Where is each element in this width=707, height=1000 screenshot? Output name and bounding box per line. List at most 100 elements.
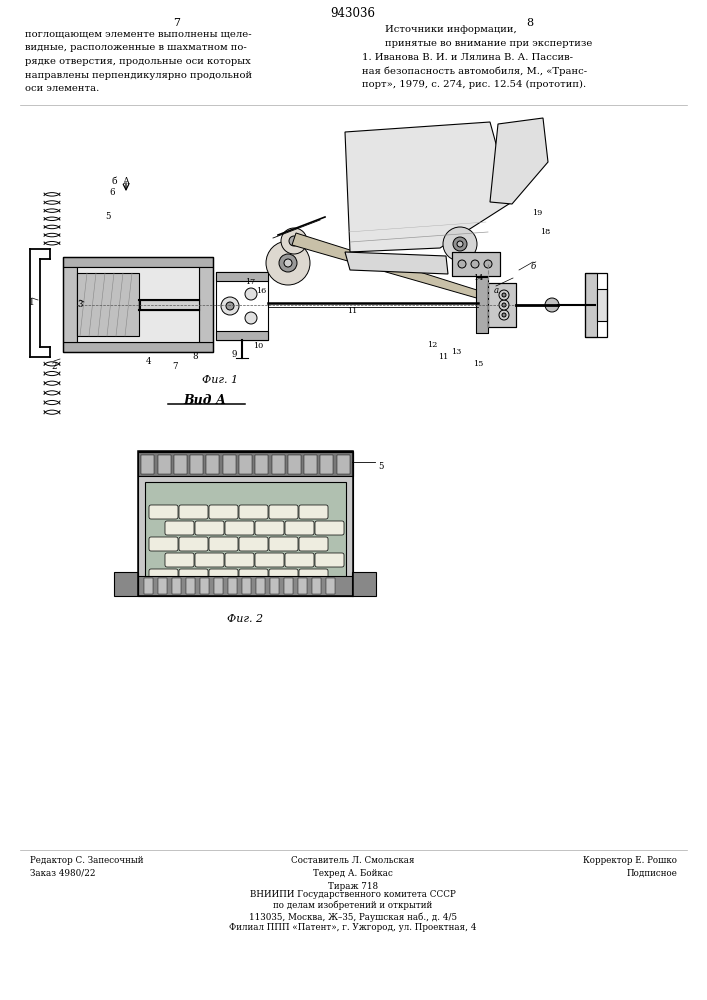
Circle shape [443, 227, 477, 261]
Circle shape [502, 293, 506, 297]
Polygon shape [292, 233, 480, 299]
Circle shape [499, 290, 509, 300]
Text: Составитель Л. Смольская: Составитель Л. Смольская [291, 856, 415, 865]
FancyBboxPatch shape [299, 505, 328, 519]
Text: 2: 2 [51, 362, 57, 371]
FancyBboxPatch shape [285, 553, 314, 567]
FancyBboxPatch shape [209, 569, 238, 583]
Circle shape [453, 237, 467, 251]
Text: 1: 1 [29, 298, 35, 307]
Text: А: А [122, 177, 129, 186]
Bar [63, 342, 213, 352]
Bar [77, 273, 139, 336]
Text: 9: 9 [231, 350, 237, 359]
Bar [158, 455, 170, 474]
Text: Корректор Е. Рошко: Корректор Е. Рошко [583, 856, 677, 865]
FancyBboxPatch shape [179, 505, 208, 519]
Bar [271, 455, 285, 474]
Bar [242, 578, 251, 594]
Text: 17: 17 [245, 278, 255, 286]
Bar [141, 455, 154, 474]
Bar [138, 576, 353, 596]
Bar [174, 455, 187, 474]
FancyBboxPatch shape [195, 521, 224, 535]
FancyBboxPatch shape [239, 569, 268, 583]
Circle shape [457, 241, 463, 247]
Polygon shape [345, 252, 448, 274]
Text: 113035, Москва, Ж–35, Раушская наб., д. 4/5: 113035, Москва, Ж–35, Раушская наб., д. … [249, 912, 457, 922]
Text: Фиг. 1: Фиг. 1 [202, 375, 238, 385]
Bar [488, 283, 516, 327]
Text: 8: 8 [192, 352, 198, 361]
Bar [270, 578, 279, 594]
Bar [312, 578, 321, 594]
Circle shape [281, 228, 307, 254]
Bar [216, 331, 268, 340]
FancyBboxPatch shape [179, 537, 208, 551]
FancyBboxPatch shape [315, 521, 344, 535]
Bar [452, 252, 500, 276]
FancyBboxPatch shape [255, 553, 284, 567]
Bar [223, 455, 235, 474]
FancyBboxPatch shape [165, 521, 194, 535]
Bar [255, 455, 268, 474]
Text: по делам изобретений и открытий: по делам изобретений и открытий [274, 901, 433, 910]
Bar [158, 578, 167, 594]
Text: Редактор С. Запесочный: Редактор С. Запесочный [30, 856, 144, 865]
Text: 943036: 943036 [330, 7, 375, 20]
Circle shape [284, 259, 292, 267]
Text: 12: 12 [427, 341, 437, 349]
Text: 10: 10 [253, 342, 263, 350]
Bar [476, 277, 488, 333]
Bar [200, 578, 209, 594]
Bar [320, 455, 334, 474]
Bar [63, 257, 213, 352]
FancyBboxPatch shape [209, 505, 238, 519]
Text: 15: 15 [473, 360, 483, 368]
Circle shape [471, 260, 479, 268]
Bar [585, 273, 597, 337]
Bar [138, 452, 353, 476]
FancyBboxPatch shape [285, 521, 314, 535]
Circle shape [289, 236, 299, 246]
Bar [214, 578, 223, 594]
Circle shape [484, 260, 492, 268]
Text: видные, расположенные в шахматном по-: видные, расположенные в шахматном по- [25, 43, 247, 52]
Bar [140, 300, 199, 310]
Bar [452, 252, 500, 276]
Text: Филиал ППП «Патент», г. Ужгород, ул. Проектная, 4: Филиал ППП «Патент», г. Ужгород, ул. Про… [229, 923, 477, 932]
Text: поглощающем элементе выполнены щеле-: поглощающем элементе выполнены щеле- [25, 30, 252, 39]
Text: рядке отверстия, продольные оси которых: рядке отверстия, продольные оси которых [25, 57, 251, 66]
FancyBboxPatch shape [195, 553, 224, 567]
Bar [352, 572, 376, 596]
Circle shape [499, 310, 509, 320]
Circle shape [502, 303, 506, 307]
Bar [337, 455, 350, 474]
Text: 13: 13 [451, 348, 461, 356]
Text: 5: 5 [378, 462, 383, 471]
FancyBboxPatch shape [239, 537, 268, 551]
Text: 6: 6 [110, 188, 115, 197]
Bar [63, 267, 77, 342]
Text: 19: 19 [532, 209, 542, 217]
Circle shape [245, 288, 257, 300]
FancyBboxPatch shape [149, 569, 178, 583]
Bar [488, 283, 516, 327]
Bar [597, 289, 607, 321]
FancyBboxPatch shape [149, 537, 178, 551]
Text: 7: 7 [173, 18, 180, 28]
Text: 14: 14 [473, 274, 483, 282]
FancyBboxPatch shape [149, 505, 178, 519]
Bar [186, 578, 195, 594]
Circle shape [502, 313, 506, 317]
Bar [228, 578, 237, 594]
Circle shape [458, 260, 466, 268]
Text: Вид А: Вид А [184, 394, 226, 407]
FancyBboxPatch shape [315, 553, 344, 567]
Text: Техред А. Бойкас: Техред А. Бойкас [313, 869, 393, 878]
Bar [326, 578, 335, 594]
Bar [77, 267, 199, 342]
Bar [304, 455, 317, 474]
Text: 5: 5 [105, 212, 111, 221]
FancyBboxPatch shape [239, 505, 268, 519]
